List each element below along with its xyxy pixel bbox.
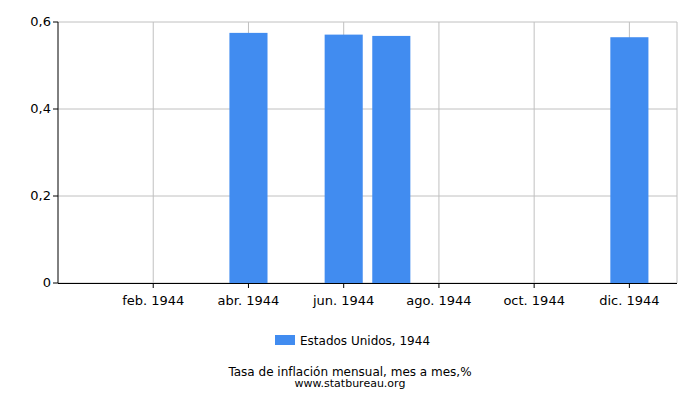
- bar: [277, 283, 315, 284]
- x-tick: [534, 283, 535, 288]
- y-tick-label: 0: [43, 275, 51, 290]
- y-tick: [53, 109, 58, 110]
- x-tick: [629, 283, 630, 288]
- x-tick: [153, 283, 154, 288]
- legend-swatch: [275, 335, 295, 345]
- bar: [229, 33, 267, 283]
- x-grid-line: [438, 22, 439, 283]
- bar: [515, 283, 553, 284]
- x-grid-line: [153, 22, 154, 283]
- bar: [610, 37, 648, 283]
- subtitle: www.statbureau.org: [295, 377, 406, 390]
- x-grid-line: [534, 22, 535, 283]
- x-tick-label: ago. 1944: [406, 293, 471, 308]
- y-tick: [53, 22, 58, 23]
- x-tick: [343, 283, 344, 288]
- x-tick-label: oct. 1944: [503, 293, 565, 308]
- x-tick-label: feb. 1944: [122, 293, 184, 308]
- y-grid-line: [58, 196, 677, 197]
- x-axis: [58, 283, 677, 284]
- plot-frame-right: [677, 22, 678, 283]
- chart: 0 0,2 0,4 0,6 feb. 1944 abr. 1944 jun. 1944 ago…: [0, 0, 700, 400]
- bar: [325, 35, 363, 283]
- bar: [182, 283, 220, 284]
- y-grid-line: [58, 109, 677, 110]
- bar: [134, 283, 172, 284]
- y-tick: [53, 196, 58, 197]
- bar: [467, 283, 505, 284]
- bar: [563, 283, 601, 284]
- y-grid-line: [58, 283, 677, 284]
- legend-label: Estados Unidos, 1944: [300, 334, 430, 348]
- y-axis: [58, 22, 59, 283]
- x-tick-label: jun. 1944: [312, 293, 374, 308]
- y-grid-line: [58, 22, 677, 23]
- x-tick-label: abr. 1944: [218, 293, 280, 308]
- y-tick-label: 0,6: [30, 14, 51, 29]
- y-tick-label: 0,4: [30, 101, 51, 116]
- bar: [372, 36, 410, 283]
- x-tick: [248, 283, 249, 288]
- bar: [87, 283, 125, 284]
- y-tick: [53, 283, 58, 284]
- x-tick: [438, 283, 439, 288]
- bars: [229, 33, 648, 283]
- y-tick-label: 0,2: [30, 188, 51, 203]
- bar: [420, 283, 458, 284]
- x-tick-label: dic. 1944: [599, 293, 659, 308]
